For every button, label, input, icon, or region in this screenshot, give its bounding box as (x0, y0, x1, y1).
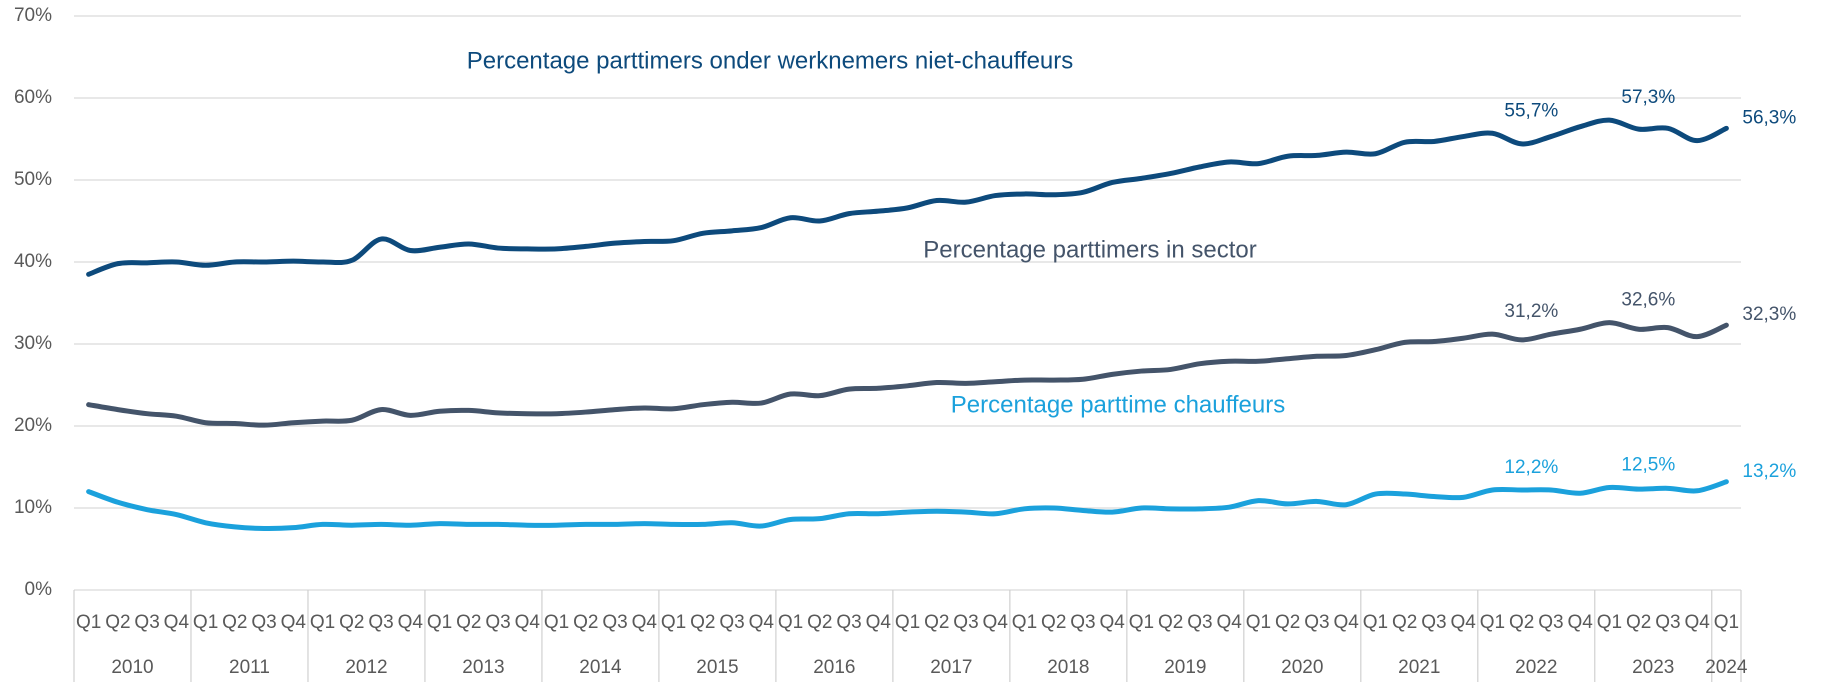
year-label: 2021 (1398, 657, 1440, 678)
x-tick-label: Q3 (1655, 612, 1680, 633)
x-tick-label: Q3 (251, 612, 276, 633)
x-tick-label: Q4 (1334, 612, 1360, 633)
x-tick-label: Q2 (573, 612, 598, 633)
series-name: Percentage parttimers in sector (923, 236, 1256, 263)
x-tick-label: Q1 (544, 612, 569, 633)
x-tick-label: Q1 (661, 612, 686, 633)
x-tick-label: Q4 (398, 612, 424, 633)
x-tick-label: Q2 (1509, 612, 1534, 633)
x-tick-label: Q1 (1714, 612, 1739, 633)
x-tick-label: Q2 (1392, 612, 1417, 633)
x-tick-label: Q1 (427, 612, 452, 633)
x-tick-label: Q1 (1480, 612, 1505, 633)
x-tick-label: Q4 (515, 612, 541, 633)
x-tick-label: Q3 (134, 612, 159, 633)
year-label: 2013 (462, 657, 504, 678)
year-label: 2019 (1164, 657, 1206, 678)
data-label: 13,2% (1742, 461, 1796, 482)
year-label: 2016 (813, 657, 855, 678)
x-tick-label: Q2 (1158, 612, 1183, 633)
data-label: 32,6% (1621, 290, 1675, 311)
year-label: 2018 (1047, 657, 1089, 678)
series-name: Percentage parttimers onder werknemers n… (467, 47, 1074, 74)
year-label: 2011 (229, 657, 270, 678)
x-tick-label: Q3 (368, 612, 393, 633)
x-tick-label: Q4 (749, 612, 775, 633)
y-tick-label: 30% (14, 333, 52, 354)
x-tick-label: Q4 (1100, 612, 1126, 633)
series-line (86, 117, 1729, 277)
data-label: 56,3% (1742, 107, 1796, 128)
year-label: 2015 (696, 657, 738, 678)
x-tick-label: Q4 (866, 612, 892, 633)
x-tick-label: Q3 (836, 612, 861, 633)
x-tick-label: Q4 (164, 612, 190, 633)
y-tick-label: 10% (14, 497, 52, 518)
x-tick-label: Q4 (281, 612, 307, 633)
x-tick-label: Q2 (105, 612, 130, 633)
x-tick-label: Q3 (1070, 612, 1095, 633)
x-tick-label: Q4 (1684, 612, 1710, 633)
x-tick-label: Q1 (193, 612, 218, 633)
data-label: 32,3% (1742, 304, 1796, 325)
x-tick-label: Q4 (1450, 612, 1476, 633)
x-tick-label: Q1 (310, 612, 335, 633)
y-tick-label: 60% (14, 87, 52, 108)
x-tick-label: Q3 (1421, 612, 1446, 633)
x-tick-label: Q3 (719, 612, 744, 633)
x-tick-label: Q3 (485, 612, 510, 633)
x-tick-label: Q4 (1217, 612, 1243, 633)
y-tick-label: 50% (14, 169, 52, 190)
x-tick-label: Q2 (1041, 612, 1066, 633)
x-tick-label: Q3 (1538, 612, 1563, 633)
x-tick-label: Q3 (953, 612, 978, 633)
series-line (86, 479, 1729, 532)
y-tick-label: 40% (14, 251, 52, 272)
y-tick-label: 20% (14, 415, 52, 436)
x-tick-label: Q1 (1363, 612, 1388, 633)
x-tick-label: Q1 (1246, 612, 1271, 633)
x-tick-label: Q4 (983, 612, 1009, 633)
year-label: 2022 (1515, 657, 1557, 678)
x-tick-label: Q1 (895, 612, 920, 633)
x-tick-label: Q3 (602, 612, 627, 633)
y-tick-label: 70% (14, 5, 52, 26)
year-label: 2020 (1281, 657, 1323, 678)
x-tick-label: Q4 (1567, 612, 1593, 633)
x-tick-label: Q2 (1275, 612, 1300, 633)
series-name: Percentage parttime chauffeurs (951, 391, 1285, 418)
x-tick-label: Q2 (222, 612, 247, 633)
data-label: 57,3% (1621, 87, 1675, 108)
x-tick-label: Q2 (339, 612, 364, 633)
x-tick-label: Q2 (807, 612, 832, 633)
year-label: 2010 (111, 657, 153, 678)
series-line (86, 320, 1729, 428)
data-label: 55,7% (1504, 100, 1558, 121)
year-label: 2012 (345, 657, 387, 678)
data-label: 31,2% (1504, 301, 1558, 322)
data-label: 12,5% (1621, 455, 1675, 476)
x-tick-label: Q1 (1012, 612, 1037, 633)
year-label: 2023 (1632, 657, 1674, 678)
x-tick-label: Q2 (690, 612, 715, 633)
x-tick-label: Q4 (632, 612, 658, 633)
year-label: 2014 (579, 657, 622, 678)
x-tick-label: Q3 (1304, 612, 1329, 633)
x-tick-label: Q2 (1626, 612, 1651, 633)
x-tick-label: Q1 (778, 612, 803, 633)
x-tick-label: Q1 (1129, 612, 1154, 633)
data-label: 12,2% (1504, 457, 1558, 478)
x-tick-label: Q3 (1187, 612, 1212, 633)
year-label: 2017 (930, 657, 972, 678)
x-tick-label: Q2 (456, 612, 481, 633)
year-label: 2024 (1705, 657, 1748, 678)
x-tick-label: Q1 (76, 612, 101, 633)
x-tick-label: Q2 (924, 612, 949, 633)
x-tick-label: Q1 (1597, 612, 1622, 633)
y-tick-label: 0% (25, 579, 53, 600)
